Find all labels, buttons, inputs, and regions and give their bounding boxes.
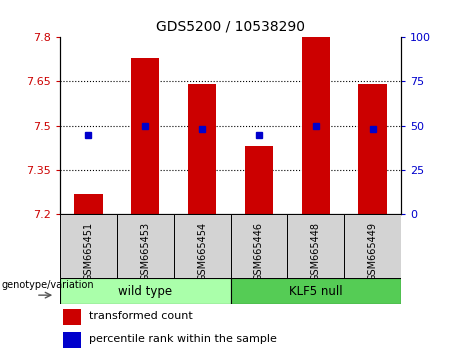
Bar (230, 278, 401, 304)
Bar (245, 146, 273, 214)
Text: transformed count: transformed count (89, 312, 192, 321)
Text: GSM665453: GSM665453 (140, 222, 150, 281)
Bar (60, 214, 117, 278)
Text: GSM665446: GSM665446 (254, 222, 264, 281)
Bar (287, 214, 344, 278)
Bar (63, 332, 81, 348)
Bar (117, 214, 174, 278)
Bar (60, 278, 230, 304)
Text: GSM665454: GSM665454 (197, 222, 207, 281)
Bar (188, 84, 216, 214)
Bar (174, 214, 230, 278)
Bar (301, 37, 330, 214)
Bar (74, 194, 102, 214)
Text: percentile rank within the sample: percentile rank within the sample (89, 335, 277, 344)
Bar (344, 214, 401, 278)
Bar (131, 58, 160, 214)
Text: genotype/variation: genotype/variation (2, 280, 95, 290)
Text: wild type: wild type (118, 285, 172, 298)
Text: KLF5 null: KLF5 null (289, 285, 343, 298)
Bar (358, 84, 387, 214)
Text: GSM665449: GSM665449 (367, 222, 378, 281)
Text: GSM665451: GSM665451 (83, 222, 94, 281)
Text: GSM665448: GSM665448 (311, 222, 321, 281)
Title: GDS5200 / 10538290: GDS5200 / 10538290 (156, 19, 305, 33)
Bar (63, 309, 81, 325)
Bar (230, 214, 287, 278)
